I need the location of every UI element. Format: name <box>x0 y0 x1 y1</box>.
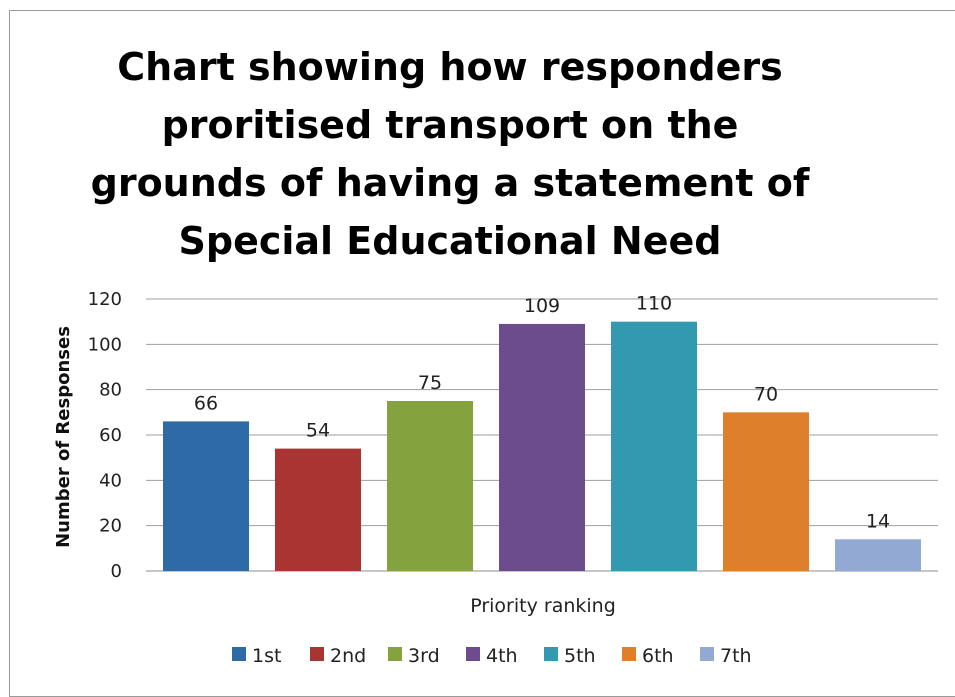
legend: 1st 2nd 3rd 4th 5th 6th 7th <box>232 645 752 667</box>
legend-label: 3rd <box>408 645 440 667</box>
legend-swatch <box>544 647 558 661</box>
data-label: 54 <box>306 420 330 442</box>
legend-swatch <box>700 647 714 661</box>
bar-5th <box>611 321 697 571</box>
bar-7th <box>835 539 921 571</box>
data-label: 75 <box>418 372 442 394</box>
y-axis-label: Number of Responses <box>53 326 74 548</box>
y-tick-label: 100 <box>88 334 122 355</box>
data-label: 66 <box>194 392 218 414</box>
y-tick-label: 80 <box>99 380 122 401</box>
y-tick-label: 120 <box>88 289 122 310</box>
bar-1st <box>163 421 249 571</box>
y-tick-label: 40 <box>99 470 122 491</box>
legend-label: 7th <box>720 645 752 667</box>
legend-swatch <box>232 647 246 661</box>
y-tick-label: 0 <box>111 561 122 582</box>
chart-title: Chart showing how responders proritised … <box>90 45 810 263</box>
legend-swatch <box>310 647 324 661</box>
data-label: 14 <box>866 510 890 532</box>
legend-label: 5th <box>564 645 596 667</box>
bar-2nd <box>275 448 361 571</box>
legend-swatch <box>388 647 402 661</box>
y-tick-label: 20 <box>99 516 122 537</box>
bar-4th <box>499 323 585 571</box>
x-axis-label: Priority ranking <box>470 595 616 617</box>
y-tick-label: 60 <box>99 425 122 446</box>
data-label: 109 <box>524 295 560 317</box>
chart-frame <box>9 10 955 697</box>
legend-label: 1st <box>252 645 281 667</box>
legend-label: 2nd <box>330 645 366 667</box>
bar-3rd <box>387 401 473 571</box>
data-label: 70 <box>754 383 778 405</box>
legend-swatch <box>622 647 636 661</box>
y-axis-ticks: 0 20 40 60 80 100 120 <box>88 289 122 582</box>
legend-label: 6th <box>642 645 674 667</box>
bar-6th <box>723 412 809 571</box>
legend-label: 4th <box>486 645 518 667</box>
bars <box>163 321 921 571</box>
data-label: 110 <box>636 293 672 315</box>
data-labels: 66 54 75 109 110 70 14 <box>194 293 890 533</box>
legend-swatch <box>466 647 480 661</box>
